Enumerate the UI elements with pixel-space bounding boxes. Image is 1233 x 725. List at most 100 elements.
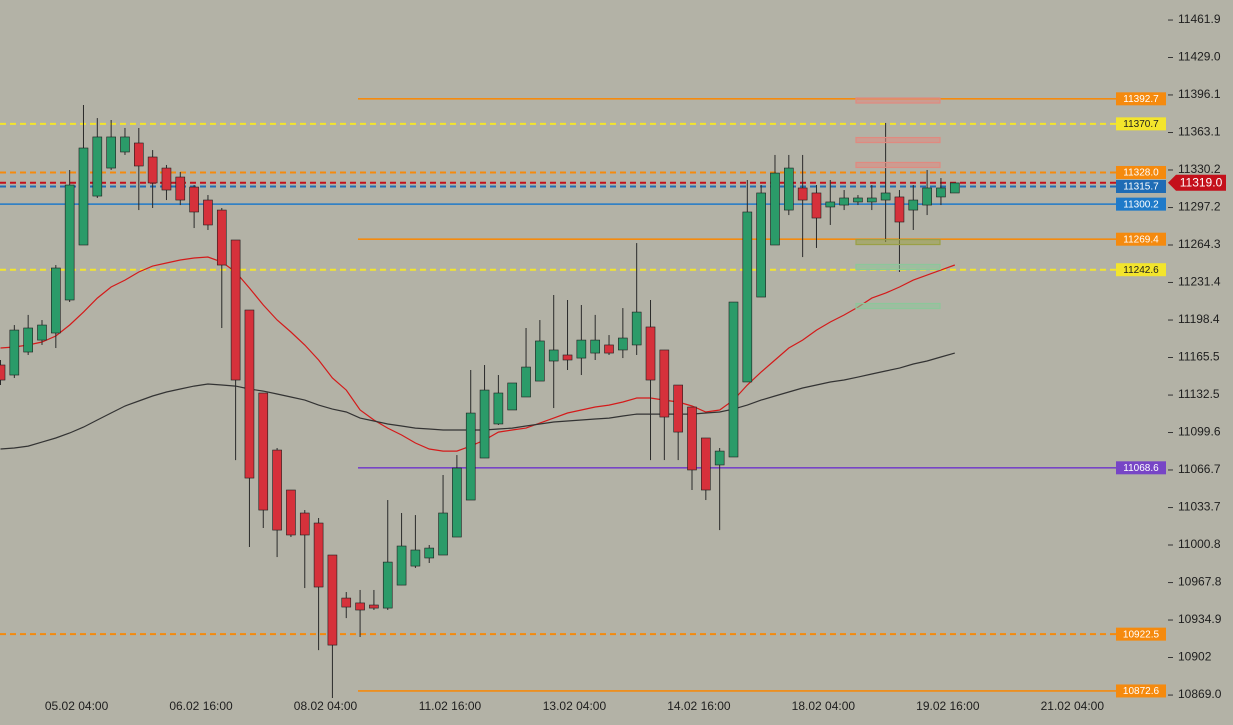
level-label-box	[1116, 165, 1166, 179]
level-label: 11328.0	[1123, 168, 1159, 179]
y-tick-label: 11297.2	[1178, 200, 1221, 214]
candle-body	[742, 211, 753, 383]
level-label: 11068.6	[1123, 463, 1159, 474]
candle-body	[908, 199, 919, 211]
candle-body	[493, 392, 504, 425]
candle-body	[645, 326, 656, 381]
candle-body	[341, 597, 352, 608]
candle-body	[134, 142, 144, 167]
zone	[855, 238, 941, 246]
level-label-box	[1116, 263, 1166, 277]
level-label-box	[1116, 117, 1166, 131]
candle-body	[465, 412, 476, 501]
candle-body	[535, 340, 545, 382]
level-label-box	[1116, 92, 1166, 106]
candle-body	[92, 136, 103, 197]
level-label-box	[1116, 197, 1166, 211]
candle-body	[51, 267, 61, 334]
last-price-label: 11319.0	[1180, 175, 1223, 189]
candle-body	[161, 167, 172, 191]
candle-body	[880, 192, 891, 201]
x-tick-label: 14.02 16:00	[667, 699, 731, 713]
candle-body	[825, 201, 836, 208]
y-tick-label: 11000.8	[1178, 537, 1221, 551]
candle-body	[396, 545, 407, 586]
zone	[855, 161, 941, 169]
x-tick-label: 18.02 04:00	[792, 699, 856, 713]
candle-body	[853, 197, 863, 203]
candle-body	[175, 176, 186, 201]
level-label: 11392.7	[1123, 94, 1159, 105]
y-tick-label: 11264.3	[1178, 237, 1221, 251]
candle-body	[728, 301, 739, 458]
candle-body	[299, 512, 310, 536]
candle-body	[811, 192, 822, 219]
y-tick-label: 10869.0	[1178, 687, 1222, 701]
y-tick-label: 11330.2	[1178, 162, 1221, 176]
candle-body	[355, 602, 365, 611]
moving-average	[0, 256, 956, 452]
candle-body	[216, 209, 227, 266]
y-tick-label: 10934.9	[1178, 612, 1222, 626]
x-tick-label: 08.02 04:00	[294, 699, 358, 713]
candle-body	[687, 406, 697, 471]
candle-body	[424, 547, 435, 559]
y-tick-label: 10967.8	[1178, 575, 1222, 589]
level-label: 11315.7	[1123, 182, 1159, 193]
candle-body	[866, 197, 877, 203]
candle-body	[189, 186, 199, 213]
candle-body	[106, 136, 116, 169]
candle-body	[369, 604, 379, 609]
candle-body	[576, 339, 587, 359]
y-tick-label: 11033.7	[1178, 500, 1221, 514]
candle-body	[64, 184, 75, 301]
y-tick-label: 11066.7	[1178, 462, 1221, 476]
level-label: 11242.6	[1123, 265, 1159, 276]
x-tick-label: 21.02 04:00	[1041, 699, 1105, 713]
y-tick-label: 11363.1	[1178, 125, 1221, 139]
candle-body	[410, 549, 421, 567]
y-tick-label: 11429.0	[1178, 50, 1221, 64]
candle-body	[244, 309, 255, 479]
x-tick-label: 06.02 16:00	[169, 699, 233, 713]
candle-body	[673, 384, 683, 433]
y-tick-label: 11231.4	[1178, 275, 1221, 289]
level-label: 11269.4	[1123, 234, 1159, 245]
candle-body	[618, 337, 628, 351]
x-tick-label: 19.02 16:00	[916, 699, 980, 713]
candle-body	[203, 199, 213, 226]
candle-body	[438, 512, 448, 556]
level-label: 11370.7	[1123, 119, 1159, 130]
candle-body	[120, 136, 130, 153]
y-tick-label: 11461.9	[1178, 12, 1221, 26]
candle-body	[659, 349, 670, 418]
level-label-box	[1116, 232, 1166, 246]
level-label-box	[1116, 684, 1166, 698]
y-tick-label: 11396.1	[1178, 87, 1221, 101]
candle-body	[770, 172, 780, 246]
level-label: 11300.2	[1123, 199, 1159, 210]
zone	[855, 263, 941, 271]
candle-body	[590, 339, 600, 354]
candle-body	[949, 182, 960, 194]
candle-body	[23, 327, 33, 353]
candle-body	[507, 382, 518, 411]
zone	[855, 136, 941, 144]
candle-body	[701, 437, 711, 491]
candle-body	[452, 467, 462, 538]
candle-body	[327, 554, 338, 646]
candle-body	[922, 187, 932, 206]
level-label: 10872.6	[1123, 686, 1160, 697]
candle-body	[839, 197, 849, 206]
candle-body	[479, 389, 490, 459]
y-tick-label: 11099.6	[1178, 425, 1221, 439]
candle-body	[382, 561, 393, 609]
zone	[855, 302, 941, 310]
candle-body	[272, 449, 282, 531]
y-tick-label: 11165.5	[1178, 350, 1220, 364]
candle-body	[230, 239, 241, 381]
level-label-box	[1116, 627, 1166, 641]
candle-body	[756, 192, 766, 298]
candle-body	[9, 329, 20, 376]
level-label-box	[1116, 461, 1166, 475]
